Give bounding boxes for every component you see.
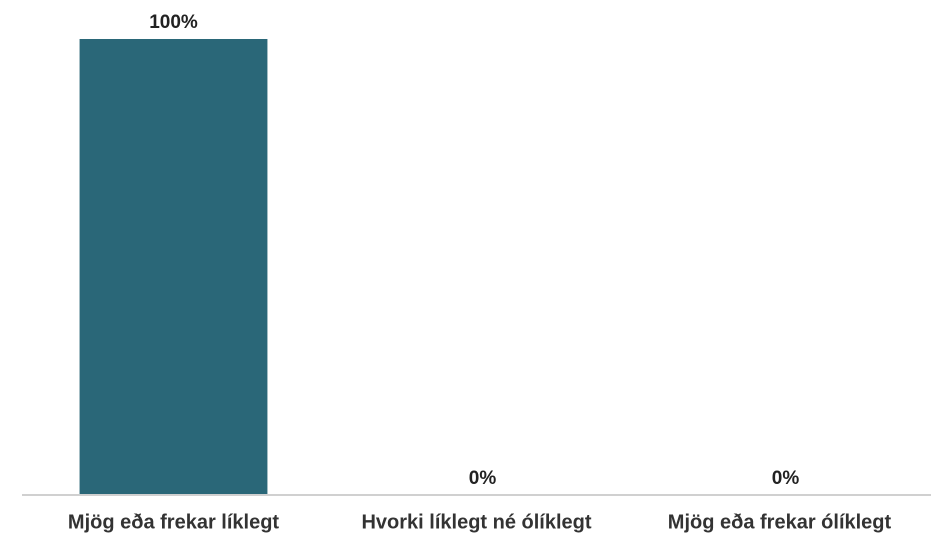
x-tick-label: Mjög eða frekar ólíklegt [668,511,892,533]
x-tick-label: Hvorki líklegt né ólíklegt [361,511,591,533]
value-label: 100% [149,12,198,33]
x-tick-label: Mjög eða frekar líklegt [68,511,280,533]
bar [79,39,268,495]
value-label: 0% [772,468,800,489]
value-label: 0% [469,468,497,489]
